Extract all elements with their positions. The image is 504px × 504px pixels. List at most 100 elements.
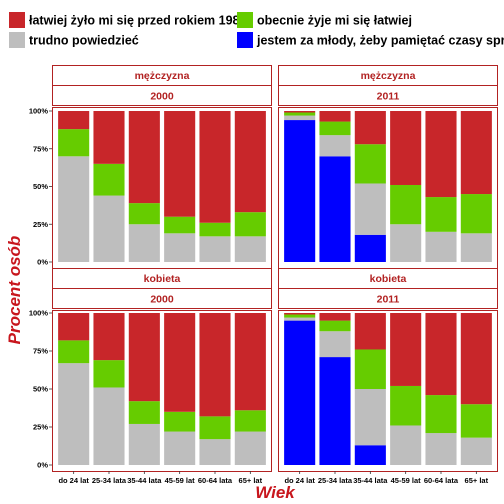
- legend-label-before: łatwiej żyło mi się przed rokiem 1989: [29, 14, 247, 28]
- y-tick-label: 50%: [33, 182, 48, 191]
- bar-segment-now: [425, 395, 457, 434]
- bar-segment-before: [390, 111, 422, 185]
- strip-sex-label: kobieta: [370, 273, 407, 285]
- bar-segment-young: [319, 357, 351, 465]
- bar-segment-now: [284, 112, 316, 116]
- bar-segment-before: [319, 111, 351, 122]
- bar-segment-hard: [58, 363, 90, 465]
- bar-segment-young: [284, 120, 316, 262]
- bar-segment-before: [164, 111, 196, 217]
- bar-segment-before: [199, 111, 231, 223]
- bar-segment-now: [284, 314, 316, 318]
- legend-swatch-now: [237, 12, 253, 28]
- legend-swatch-hard: [9, 32, 25, 48]
- bar-segment-now: [319, 320, 351, 332]
- bar-segment-hard: [164, 233, 196, 262]
- bar-segment-now: [354, 144, 386, 184]
- bar-segment-hard: [128, 224, 160, 262]
- bar-segment-now: [234, 212, 266, 237]
- bar-segment-hard: [460, 437, 492, 465]
- strip-year-box: [278, 85, 498, 106]
- bar-segment-now: [425, 197, 457, 232]
- x-tick-label: 45-59 lat: [165, 476, 196, 485]
- bar-segment-hard: [199, 439, 231, 465]
- bar-segment-before: [93, 111, 125, 164]
- bar-segment-before: [354, 111, 386, 145]
- bar-segment-now: [58, 129, 90, 157]
- bar-segment-before: [390, 313, 422, 386]
- bar-segment-now: [390, 184, 422, 225]
- strip-year-label: 2011: [377, 294, 400, 306]
- x-tick-label: 25-34 lata: [92, 476, 127, 485]
- x-tick-label: 35-44 lata: [353, 476, 388, 485]
- bar-segment-before: [93, 313, 125, 361]
- bar-segment-hard: [234, 431, 266, 465]
- x-tick-label: 65+ lat: [239, 476, 263, 485]
- x-tick-label: 60-64 lata: [198, 476, 233, 485]
- x-tick-label: 35-44 lata: [127, 476, 162, 485]
- panel-2: kobieta 2000 0% 25% 50% 75% 100%: [29, 268, 272, 472]
- strip-year-box: [278, 288, 498, 309]
- strip-sex-label: mężczyzna: [361, 70, 416, 82]
- legend-label-young: jestem za młody, żeby pamiętać czasy spr…: [256, 34, 504, 48]
- bar-segment-hard: [354, 183, 386, 235]
- y-tick-label: 0%: [37, 461, 48, 470]
- bar-segment-now: [93, 360, 125, 388]
- bar-segment-now: [319, 121, 351, 136]
- bar-segment-hard: [425, 433, 457, 465]
- bar-segment-now: [164, 216, 196, 234]
- bar-segment-before: [284, 313, 316, 315]
- bar-segment-young: [354, 445, 386, 465]
- y-tick-label: 25%: [33, 220, 48, 229]
- bar-segment-hard: [354, 389, 386, 446]
- strip-year-box: [52, 288, 272, 309]
- bar-segment-before: [199, 313, 231, 417]
- bar-segment-young: [354, 234, 386, 262]
- strip-year-label: 2000: [150, 294, 174, 306]
- bar-segment-before: [425, 313, 457, 396]
- x-tick-label: 45-59 lat: [391, 476, 422, 485]
- y-axis-title: Procent osób: [5, 236, 24, 345]
- bar-segment-before: [319, 313, 351, 321]
- bar-segment-before: [425, 111, 457, 198]
- bar-segment-hard: [93, 387, 125, 465]
- bar-segment-now: [354, 349, 386, 389]
- strip-sex-label: mężczyzna: [135, 70, 190, 82]
- y-tick-label: 75%: [33, 144, 48, 153]
- bar-segment-before: [354, 313, 386, 350]
- y-tick-label: 75%: [33, 347, 48, 356]
- y-tick-label: 50%: [33, 385, 48, 394]
- bar-segment-before: [58, 313, 90, 341]
- panels: mężczyzna 2000 0% 25% 50% 75% 100% mężczyzna 201…: [29, 65, 498, 472]
- x-tick-label: do 24 lat: [58, 476, 89, 485]
- bar-segment-before: [460, 313, 492, 405]
- bar-segment-hard: [284, 317, 316, 321]
- bar-segment-before: [128, 313, 160, 402]
- bar-segment-before: [234, 313, 266, 411]
- bar-segment-hard: [199, 236, 231, 262]
- strip-year-box: [52, 85, 272, 106]
- bar-segment-before: [284, 111, 316, 113]
- legend-label-now: obecnie żyje mi się łatwiej: [257, 14, 412, 28]
- bar-segment-now: [93, 163, 125, 196]
- x-tick-label: 25-34 lata: [318, 476, 353, 485]
- bar-segment-now: [460, 404, 492, 438]
- bar-segment-before: [164, 313, 196, 412]
- x-axis: do 24 lat 25-34 lata 35-44 lata 45-59 lat 60…: [58, 471, 489, 485]
- bar-segment-now: [128, 203, 160, 225]
- bar-segment-now: [390, 385, 422, 426]
- bar-segment-now: [234, 410, 266, 432]
- bar-segment-hard: [319, 331, 351, 358]
- bar-segment-hard: [425, 231, 457, 262]
- x-tick-label: 60-64 lata: [424, 476, 459, 485]
- legend: łatwiej żyło mi się przed rokiem 1989 obe…: [9, 12, 504, 48]
- strip-sex-label: kobieta: [144, 273, 181, 285]
- x-tick-label: 65+ lat: [465, 476, 489, 485]
- legend-swatch-young: [237, 32, 253, 48]
- panel-1: mężczyzna 2011: [278, 65, 498, 269]
- legend-label-hard: trudno powiedzieć: [29, 34, 139, 48]
- bar-segment-hard: [128, 423, 160, 465]
- bar-segment-now: [58, 340, 90, 364]
- x-tick-label: do 24 lat: [284, 476, 315, 485]
